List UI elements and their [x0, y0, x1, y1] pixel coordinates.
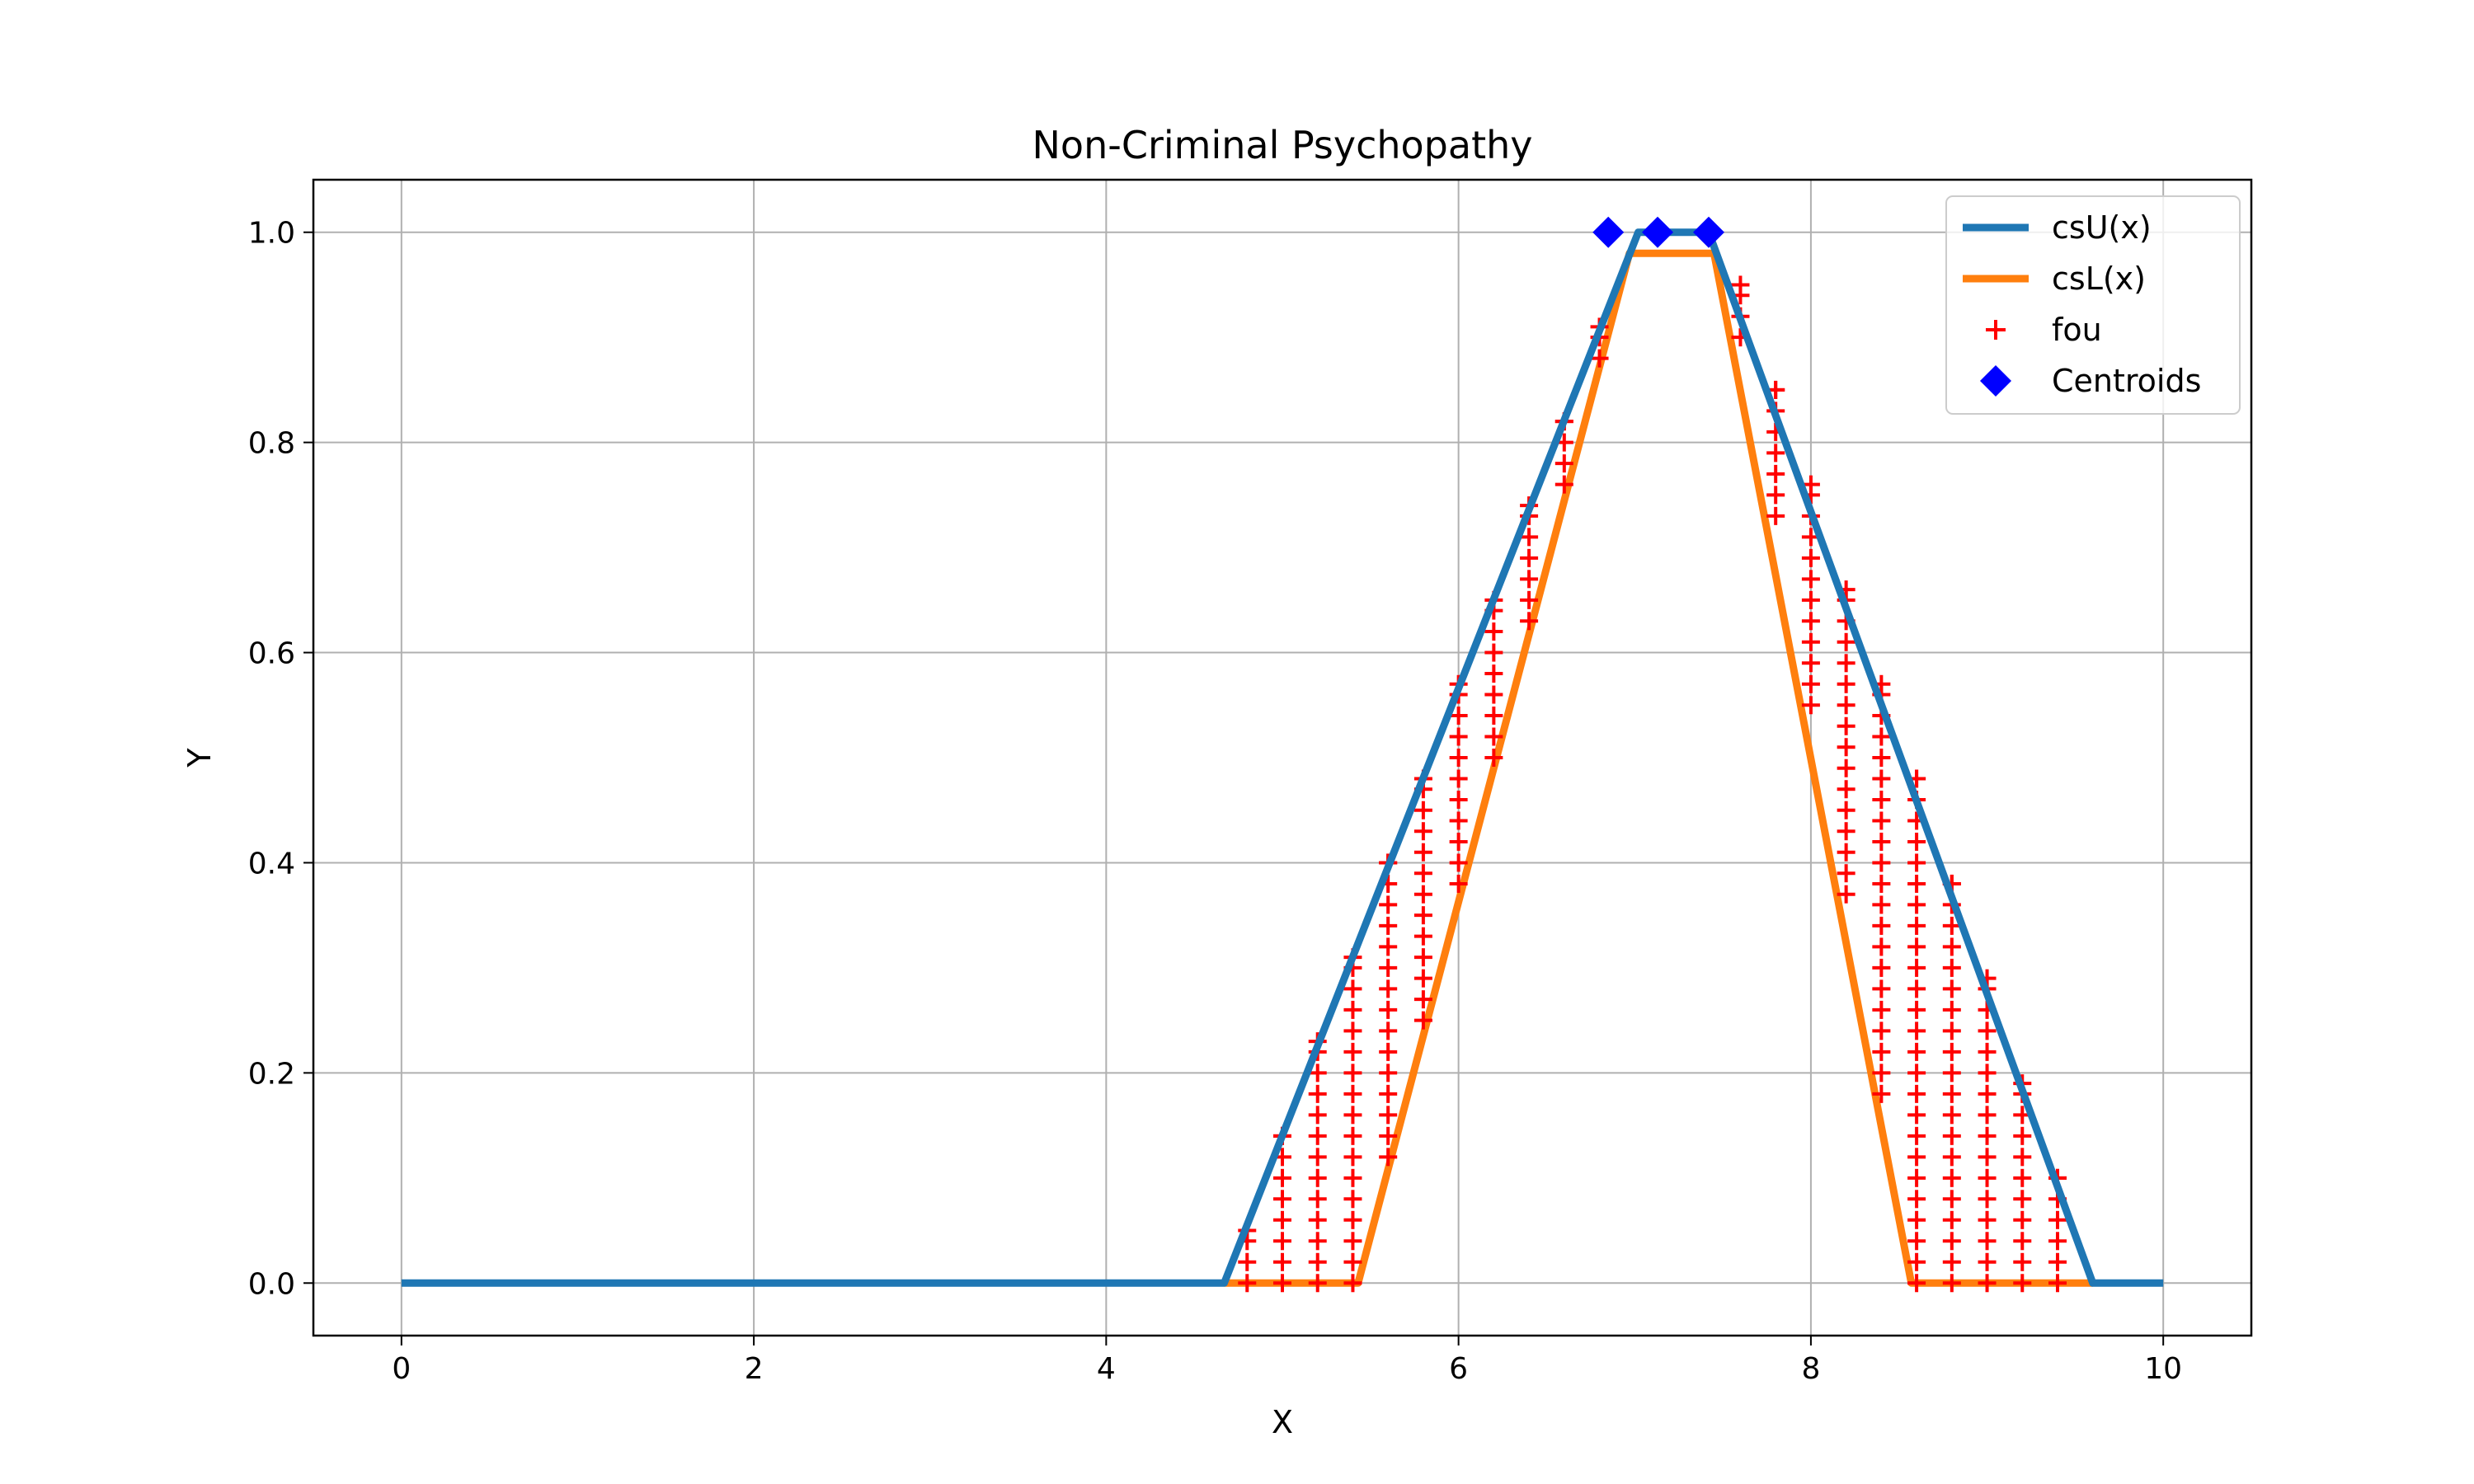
x-tick-label: 10 — [2144, 1352, 2182, 1386]
x-tick-label: 8 — [1801, 1352, 1820, 1386]
legend-label: fou — [2052, 312, 2102, 348]
legend-label: csL(x) — [2052, 261, 2146, 297]
centroid-marker — [1642, 216, 1674, 248]
y-tick-label: 0.2 — [248, 1057, 295, 1091]
legend-label: csU(x) — [2052, 209, 2152, 246]
y-tick-label: 0.6 — [248, 637, 295, 671]
axes-frame — [312, 178, 2253, 1337]
legend-box — [1945, 195, 2241, 415]
series-line-csU — [401, 228, 2164, 1287]
series-fou — [1238, 275, 2067, 1293]
plot-area — [401, 216, 2164, 1293]
legend-swatch — [1980, 365, 2011, 397]
legend-label: Centroids — [2052, 363, 2201, 399]
centroid-marker — [1693, 216, 1724, 248]
x-tick-label: 4 — [1097, 1352, 1116, 1386]
x-tick-label: 2 — [745, 1352, 764, 1386]
x-tick-label: 0 — [392, 1352, 411, 1386]
y-axis-label: Y — [181, 748, 218, 768]
y-tick-label: 1.0 — [248, 217, 295, 251]
y-tick-label: 0.0 — [248, 1267, 295, 1301]
y-tick-label: 0.8 — [248, 427, 295, 461]
x-axis-label: X — [1272, 1404, 1293, 1440]
chart-title: Non-Criminal Psychopathy — [1032, 123, 1533, 167]
series-centroids — [1592, 216, 1724, 248]
legend: csU(x) csL(x) fou Centroids — [1945, 195, 2241, 415]
x-tick-label: 6 — [1449, 1352, 1468, 1386]
centroid-marker — [1592, 216, 1625, 248]
series-line-csL — [1224, 249, 2093, 1287]
ticks: 0 2 4 6 8 10 0.0 0.2 0.4 0.6 0.8 1.0 — [248, 217, 2182, 1386]
y-tick-label: 0.4 — [248, 847, 295, 881]
